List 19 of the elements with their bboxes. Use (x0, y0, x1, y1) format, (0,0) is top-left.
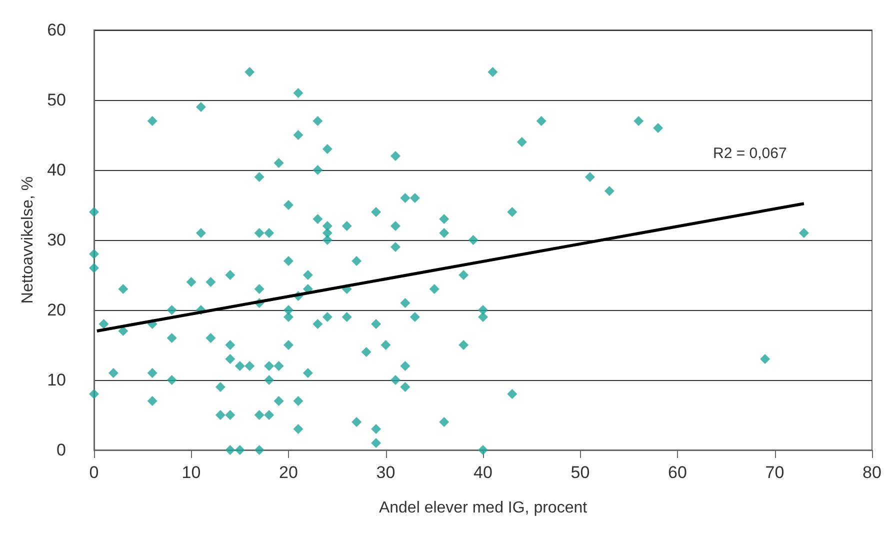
y-tick-label: 20 (47, 300, 66, 320)
x-tick-label: 30 (376, 463, 396, 482)
annotation: R2 = 0,067 (713, 145, 787, 162)
y-tick-label: 50 (47, 90, 66, 110)
y-axis-title: Nettoavvikelse, % (20, 176, 37, 304)
x-tick-label: 40 (474, 463, 492, 482)
x-tick-label: 10 (182, 463, 201, 482)
x-tick-label: 70 (765, 463, 784, 482)
x-tick-label: 80 (862, 463, 882, 482)
x-tick-label: 60 (668, 463, 687, 482)
x-tick-label: 20 (279, 463, 298, 482)
y-tick-label: 60 (47, 20, 66, 40)
x-tick-label: 0 (89, 463, 99, 482)
y-tick-label: 40 (47, 160, 66, 180)
y-tick-label: 30 (47, 230, 66, 250)
y-tick-label: 0 (56, 440, 66, 460)
y-tick-label: 10 (47, 370, 66, 390)
x-tick-label: 50 (570, 463, 590, 482)
x-axis-title: Andel elever med IG, procent (378, 500, 588, 516)
